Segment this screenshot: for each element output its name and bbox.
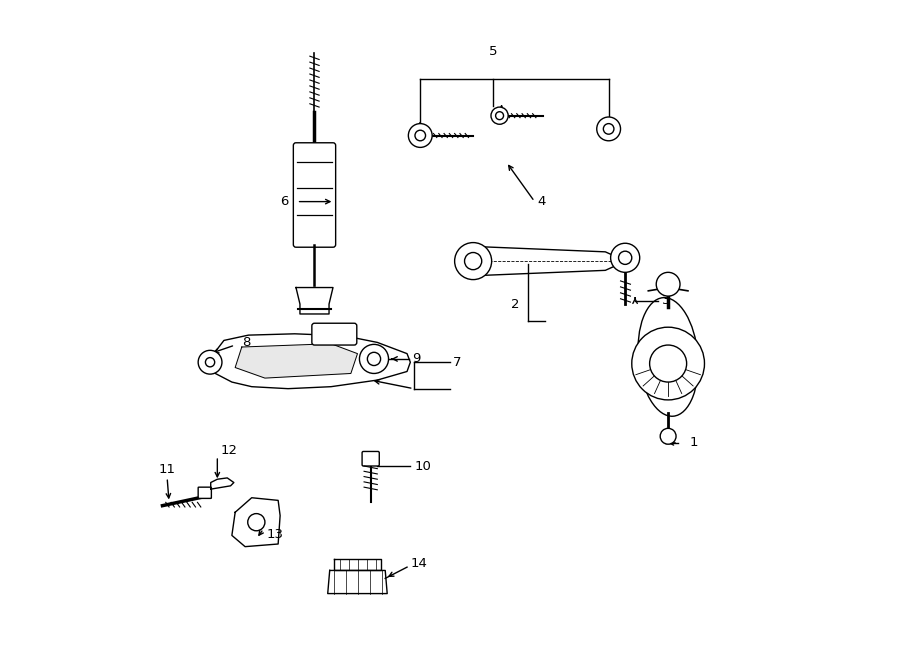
Polygon shape: [211, 478, 234, 489]
Polygon shape: [296, 288, 333, 314]
Circle shape: [415, 130, 426, 141]
Circle shape: [198, 350, 222, 374]
Text: 1: 1: [689, 436, 698, 449]
Text: 12: 12: [220, 444, 238, 457]
FancyBboxPatch shape: [198, 487, 212, 498]
Circle shape: [656, 272, 680, 296]
Polygon shape: [328, 570, 387, 594]
FancyBboxPatch shape: [293, 143, 336, 247]
Polygon shape: [476, 247, 618, 276]
Text: 14: 14: [410, 557, 428, 570]
Circle shape: [205, 358, 215, 367]
Circle shape: [367, 352, 381, 366]
Text: 7: 7: [454, 356, 462, 369]
Polygon shape: [232, 498, 280, 547]
Circle shape: [603, 124, 614, 134]
Text: 8: 8: [242, 336, 250, 349]
Text: 13: 13: [266, 527, 284, 541]
Circle shape: [454, 243, 491, 280]
Circle shape: [650, 345, 687, 382]
Circle shape: [491, 107, 508, 124]
Text: 11: 11: [158, 463, 176, 476]
Polygon shape: [334, 559, 381, 570]
Text: 2: 2: [510, 297, 519, 311]
Circle shape: [464, 253, 482, 270]
Polygon shape: [207, 334, 410, 389]
Circle shape: [632, 327, 705, 400]
Text: 10: 10: [415, 459, 432, 473]
Text: 9: 9: [412, 352, 420, 366]
FancyBboxPatch shape: [362, 451, 379, 466]
Text: 4: 4: [537, 195, 545, 208]
Circle shape: [359, 344, 389, 373]
Text: 5: 5: [489, 45, 497, 58]
Circle shape: [409, 124, 432, 147]
Circle shape: [496, 112, 503, 120]
Circle shape: [610, 243, 640, 272]
Circle shape: [618, 251, 632, 264]
Polygon shape: [235, 344, 357, 378]
FancyBboxPatch shape: [312, 323, 356, 345]
Circle shape: [597, 117, 620, 141]
Text: 6: 6: [280, 195, 288, 208]
Circle shape: [248, 514, 265, 531]
Circle shape: [661, 428, 676, 444]
Ellipse shape: [638, 297, 698, 416]
Text: 3: 3: [662, 294, 670, 307]
